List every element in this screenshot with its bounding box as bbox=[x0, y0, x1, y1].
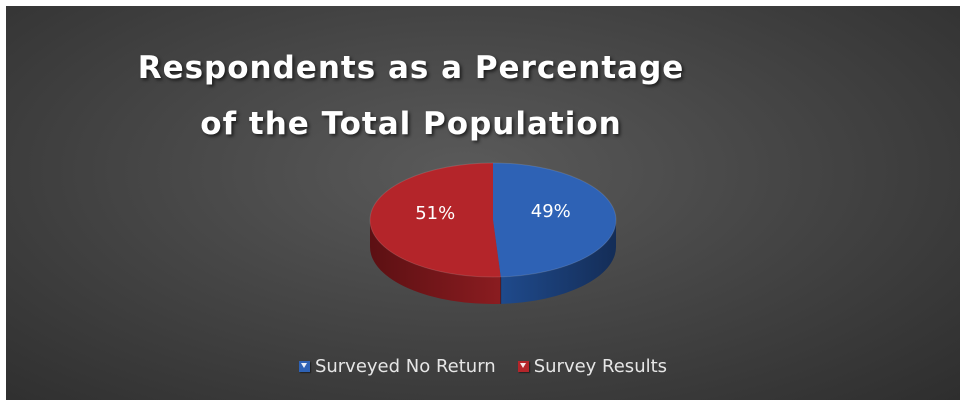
pie-side-survey-results bbox=[370, 220, 501, 304]
legend: Surveyed No Return Survey Results bbox=[6, 356, 960, 377]
legend-item-surveyed-no-return: Surveyed No Return bbox=[298, 356, 496, 377]
data-label-surveyed-no-return: 49% bbox=[531, 201, 571, 222]
data-label-survey-results: 51% bbox=[415, 203, 455, 224]
legend-label: Survey Results bbox=[533, 356, 668, 377]
chart-title: Respondents as a Percentage of the Total… bbox=[66, 40, 756, 152]
pie-slice-survey-results bbox=[369, 163, 501, 278]
legend-swatch-red bbox=[517, 361, 529, 372]
pie-slice-surveyed-no-return bbox=[493, 163, 616, 277]
legend-item-survey-results: Survey Results bbox=[517, 356, 668, 377]
legend-swatch-blue bbox=[298, 361, 310, 372]
pie-chart: 49% 51% bbox=[369, 162, 617, 304]
pie-side-surveyed-no-return bbox=[500, 220, 616, 304]
chart-title-line-1: Respondents as a Percentage bbox=[137, 50, 685, 86]
pie-rim bbox=[369, 162, 617, 278]
chart-title-line-2: of the Total Population bbox=[200, 106, 622, 142]
legend-label: Surveyed No Return bbox=[314, 356, 496, 377]
chart-area: Respondents as a Percentage of the Total… bbox=[6, 6, 960, 400]
